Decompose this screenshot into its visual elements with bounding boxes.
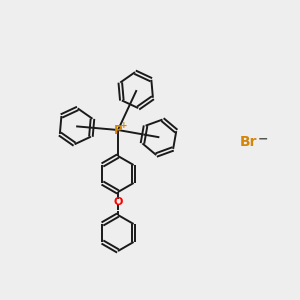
Text: P: P <box>114 124 122 136</box>
Text: Br: Br <box>240 135 257 149</box>
Text: O: O <box>113 197 123 207</box>
Text: +: + <box>120 121 128 130</box>
Text: −: − <box>258 133 268 146</box>
